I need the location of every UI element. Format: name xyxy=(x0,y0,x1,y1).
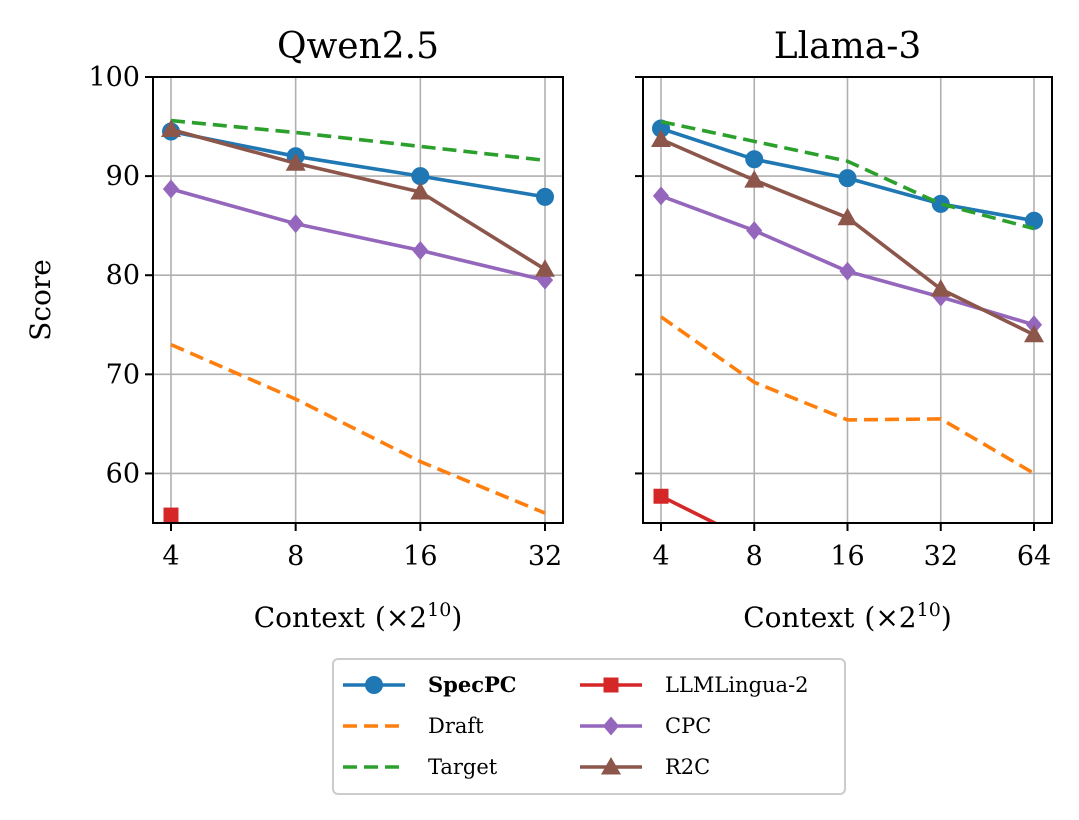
marker-specpc-16 xyxy=(838,169,857,188)
y-axis-ticks: 60 70 80 90 100 xyxy=(88,62,153,489)
legend-item-target: Target xyxy=(343,755,498,779)
x-tick-label-8: 8 xyxy=(287,541,304,572)
x-tick-label-64: 64 xyxy=(1017,541,1051,572)
marker-specpc-32 xyxy=(931,194,950,213)
marker-r2c-8 xyxy=(744,170,765,188)
y-tick-label-80: 80 xyxy=(106,260,140,291)
y-tick-label-70: 70 xyxy=(106,359,140,390)
x-tick-label-16: 16 xyxy=(403,541,437,572)
series-group xyxy=(161,118,555,523)
x-axis-label-word: Context xyxy=(254,601,366,634)
marker-r2c-32 xyxy=(930,279,951,297)
y-axis-label: Score xyxy=(24,259,57,341)
legend-item-llmlingua-2: LLMLingua-2 xyxy=(580,673,809,697)
x-tick-label-32: 32 xyxy=(528,541,562,572)
series-llmlingua-2 xyxy=(653,488,719,523)
series-r2c xyxy=(651,129,1044,343)
x-tick-label-4: 4 xyxy=(652,541,669,572)
legend-label-target: Target xyxy=(428,755,498,779)
legend-item-cpc: CPC xyxy=(580,714,711,738)
y-axis-ticks xyxy=(635,76,643,475)
x-tick-label-4: 4 xyxy=(162,541,179,572)
marker-cpc-8 xyxy=(287,214,304,234)
series-group xyxy=(651,119,1044,523)
series-r2c xyxy=(161,119,555,277)
series-line-cpc xyxy=(170,187,546,282)
legend: SpecPC Draft Target LLMLingua-2 CPC R2C xyxy=(332,658,846,795)
x-tick-label-8: 8 xyxy=(746,541,763,572)
marker-r2c-32 xyxy=(535,259,555,277)
y-tick-label-60: 60 xyxy=(106,458,140,489)
x-axis-label-unit-prefix: (×2 xyxy=(375,601,427,634)
marker-specpc-8 xyxy=(745,150,764,169)
x-axis-label-unit-suffix: ) xyxy=(451,601,462,634)
panel-llama-3: 4 8 16 32 64 Llama-3 Context (×210) xyxy=(635,26,1053,634)
series-line-draft xyxy=(659,315,1035,475)
x-axis-label-unit-suffix: ) xyxy=(941,601,952,634)
marker-r2c-8 xyxy=(285,153,306,171)
series-line-llmlingua-2 xyxy=(660,494,719,523)
legend-item-specpc: SpecPC xyxy=(343,672,517,697)
marker-cpc-4 xyxy=(652,186,670,206)
axes-frame xyxy=(152,76,564,524)
legend-label-draft: Draft xyxy=(428,714,484,738)
legend-label-llmlingua-2: LLMLingua-2 xyxy=(665,673,809,697)
marker-r2c-16 xyxy=(410,181,431,200)
y-tick-label-100: 100 xyxy=(88,62,140,93)
x-axis-label-unit-exponent: 10 xyxy=(917,599,941,621)
legend-swatch-marker-specpc xyxy=(365,676,383,694)
legend-label-cpc: CPC xyxy=(665,714,711,738)
series-specpc xyxy=(652,119,1043,230)
legend-swatch-marker-llmlingua-2 xyxy=(603,677,619,693)
series-line-target xyxy=(660,119,1035,231)
marker-r2c-16 xyxy=(837,207,858,226)
x-tick-label-32: 32 xyxy=(924,541,958,572)
marker-cpc-8 xyxy=(746,221,763,241)
panel-qwen2-5: 4 8 16 32 60 70 80 90 100 Qwen2.5 Context (×210) Sco… xyxy=(24,26,564,634)
series-draft xyxy=(659,315,1035,475)
marker-cpc-16 xyxy=(412,240,429,260)
panel-title: Llama-3 xyxy=(774,26,922,67)
marker-llmlingua-2-4 xyxy=(653,488,669,504)
x-axis-label-unit-prefix: (×2 xyxy=(864,601,916,634)
x-axis-ticks: 4 8 16 32 xyxy=(162,523,562,572)
marker-specpc-64 xyxy=(1025,211,1043,230)
x-axis-label-word: Context xyxy=(743,601,855,634)
x-tick-label-16: 16 xyxy=(830,541,864,572)
x-axis-label: Context (×210) xyxy=(254,599,463,634)
legend-item-r2c: R2C xyxy=(580,755,710,779)
legend-label-specpc: SpecPC xyxy=(428,672,517,697)
marker-specpc-32 xyxy=(536,187,554,206)
legend-label-r2c: R2C xyxy=(665,755,710,779)
legend-swatch-marker-r2c xyxy=(601,757,621,775)
marker-r2c-4 xyxy=(161,119,181,138)
legend-swatch-marker-cpc xyxy=(602,716,620,736)
marker-r2c-64 xyxy=(1024,324,1044,343)
x-axis-ticks: 4 8 16 32 64 xyxy=(652,523,1051,572)
marker-llmlingua-2-4 xyxy=(163,507,179,523)
marker-cpc-16 xyxy=(839,261,856,281)
series-line-specpc xyxy=(170,129,546,199)
panel-title: Qwen2.5 xyxy=(277,26,439,67)
series-line-r2c xyxy=(170,127,546,271)
x-axis-label: Context (×210) xyxy=(743,599,952,634)
y-tick-label-90: 90 xyxy=(106,161,140,192)
series-llmlingua-2 xyxy=(163,507,179,523)
x-axis-label-unit-exponent: 10 xyxy=(427,599,451,621)
series-line-draft xyxy=(170,342,546,515)
marker-r2c-4 xyxy=(651,129,671,147)
series-draft xyxy=(170,342,546,515)
legend-item-draft: Draft xyxy=(343,714,484,738)
series-target xyxy=(660,119,1035,231)
marker-cpc-4 xyxy=(162,179,180,199)
